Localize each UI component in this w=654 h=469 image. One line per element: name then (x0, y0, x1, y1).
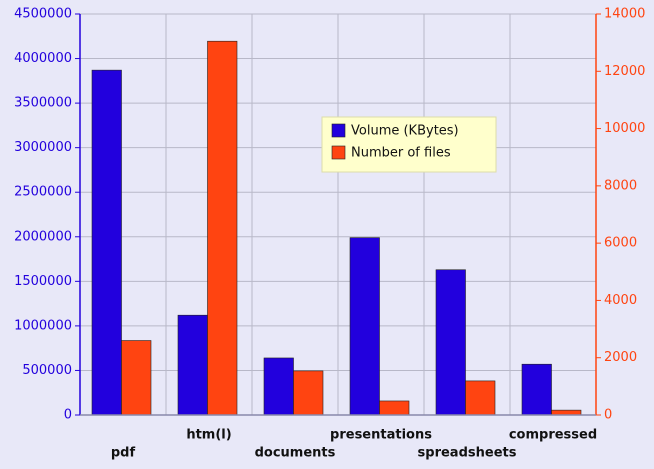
y2-tick-label: 0 (604, 408, 612, 423)
y2-tick-label: 4000 (604, 293, 637, 308)
x-tick-label: spreadsheets (418, 446, 517, 461)
y-tick-label: 0 (64, 408, 72, 423)
legend-label: Volume (KBytes) (351, 124, 459, 139)
y-tick-label: 4500000 (14, 7, 72, 22)
legend-swatch (331, 145, 346, 160)
bar (435, 269, 466, 416)
y-tick-label: 1000000 (14, 318, 72, 333)
y-tick-label: 2000000 (14, 229, 72, 244)
x-tick-label: presentations (330, 428, 432, 443)
bar (263, 357, 294, 416)
x-tick-label: pdf (111, 446, 136, 461)
y2-tick-label: 6000 (604, 236, 637, 251)
y2-tick-label: 12000 (604, 64, 645, 79)
bar (465, 380, 496, 416)
bar (121, 340, 152, 416)
y-tick-label: 3000000 (14, 140, 72, 155)
bar (521, 363, 552, 416)
x-tick-label: compressed (509, 428, 597, 443)
y-tick-label: 500000 (22, 363, 72, 378)
bar (207, 40, 238, 416)
bar (91, 69, 122, 416)
bar (379, 400, 410, 416)
y2-tick-label: 14000 (604, 7, 645, 22)
y-tick-label: 1500000 (14, 274, 72, 289)
y2-tick-label: 8000 (604, 178, 637, 193)
y-tick-label: 4000000 (14, 51, 72, 66)
legend-box (321, 116, 497, 173)
legend-swatch (331, 123, 346, 138)
bar (293, 370, 324, 416)
y2-tick-label: 10000 (604, 121, 645, 136)
bar (349, 237, 380, 416)
bar (177, 314, 208, 416)
y-tick-label: 2500000 (14, 185, 72, 200)
x-tick-label: htm(l) (186, 428, 231, 443)
y-tick-label: 3500000 (14, 96, 72, 111)
x-tick-label: documents (255, 446, 336, 461)
legend-label: Number of files (351, 146, 451, 161)
y2-tick-label: 2000 (604, 350, 637, 365)
